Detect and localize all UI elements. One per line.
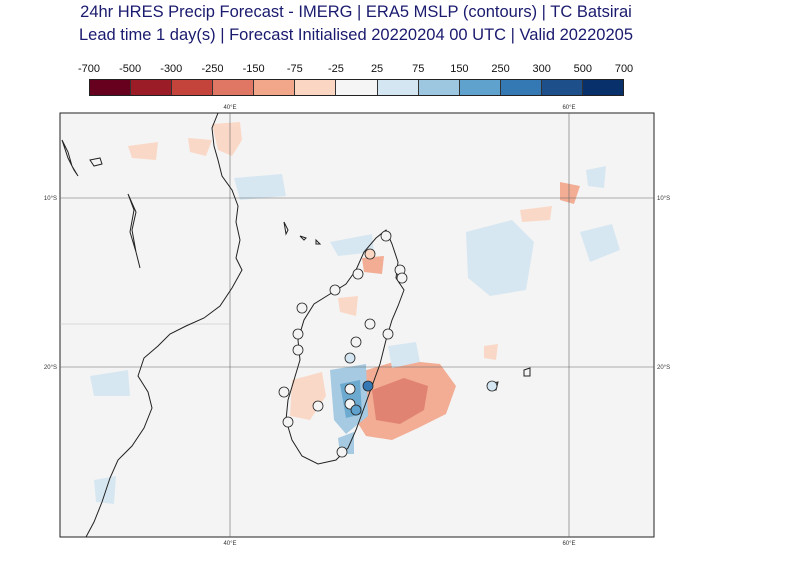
precip-blue-patch <box>330 234 374 256</box>
lake-tanganyika <box>61 139 79 177</box>
station-marker <box>364 318 376 330</box>
colorbar-swatch <box>90 80 132 95</box>
map-gridlines <box>60 113 654 537</box>
lon-label-bottom-40E: 40°E <box>223 541 236 547</box>
station-marker <box>350 404 362 416</box>
colorbar-tick-label: -25 <box>327 63 344 75</box>
colorbar-tick-label: -500 <box>119 63 142 75</box>
station-marker <box>336 446 348 458</box>
station-marker <box>364 248 376 260</box>
lat-label-right-10S: 10°S <box>657 196 670 202</box>
colorbar-swatch <box>459 80 501 95</box>
lon-label-top-60E: 60°E <box>562 105 575 111</box>
lon-label-top-40E: 40°E <box>223 105 236 111</box>
comoros-island <box>299 235 307 241</box>
precip-red-patch <box>520 206 552 222</box>
precip-blue-patch <box>586 166 606 188</box>
colorbar-tick-label: 700 <box>614 63 634 75</box>
station-marker <box>278 386 290 398</box>
colorbar-swatch <box>213 80 255 95</box>
station-marker <box>292 344 304 356</box>
colorbar-swatch <box>131 80 173 95</box>
precip-red-patch <box>188 138 212 156</box>
colorbar-tick-label: -300 <box>160 63 183 75</box>
precip-red-patch <box>362 256 384 274</box>
comoros-island <box>283 221 289 236</box>
station-marker <box>344 383 356 395</box>
colorbar-tick-label: 500 <box>573 63 593 75</box>
mauritius-island <box>523 367 531 377</box>
lon-label-bottom-60E: 60°E <box>562 541 575 547</box>
colorbar-swatch <box>541 80 583 95</box>
colorbar-tick-label: 75 <box>412 63 425 75</box>
colorbar-tick-label: -75 <box>286 63 303 75</box>
station-marker <box>329 284 341 296</box>
colorbar-swatch <box>336 80 378 95</box>
colorbar-swatch <box>377 80 419 95</box>
map-frame <box>59 112 655 538</box>
station-marker <box>382 328 394 340</box>
precip-red-patch <box>338 296 358 316</box>
lat-label-left-20S: 20°S <box>44 365 57 371</box>
colorbar <box>89 79 624 96</box>
colorbar-tick-label: 300 <box>532 63 551 75</box>
lake-victoria-edge <box>89 157 103 167</box>
precip-blue-patch <box>580 224 620 262</box>
station-marker <box>344 352 356 364</box>
chart-title-line1: 24hr HRES Precip Forecast - IMERG | ERA5… <box>80 3 632 21</box>
precip-blue-patch <box>90 370 130 396</box>
colorbar-swatch <box>582 80 624 95</box>
colorbar-tick-label: 25 <box>370 63 384 75</box>
colorbar-tick-label: -250 <box>201 63 224 75</box>
station-marker <box>350 336 362 348</box>
colorbar-tick-label: 150 <box>450 63 469 75</box>
station-marker <box>312 400 324 412</box>
station-marker <box>352 268 364 280</box>
precip-red-patch <box>560 182 580 204</box>
station-marker <box>292 328 304 340</box>
station-marker <box>282 416 294 428</box>
station-marker <box>362 380 374 392</box>
colorbar-swatch <box>254 80 296 95</box>
lake-malawi <box>127 193 141 269</box>
colorbar-swatch <box>418 80 460 95</box>
precip-blue-patch <box>234 174 286 200</box>
lat-label-right-20S: 20°S <box>657 365 670 371</box>
precip-red-core <box>372 378 428 424</box>
colorbar-tick-label: -150 <box>242 63 265 75</box>
colorbar-swatch <box>172 80 214 95</box>
precip-blue-patch <box>466 220 534 296</box>
station-marker <box>396 272 408 284</box>
comoros-island <box>315 238 322 245</box>
lat-label-left-10S: 10°S <box>44 196 57 202</box>
colorbar-swatch <box>295 80 337 95</box>
chart-title-line2: Lead time 1 day(s) | Forecast Initialise… <box>78 26 633 44</box>
precip-red-north <box>212 122 242 156</box>
africa-coastline <box>85 112 243 538</box>
precip-red-patch <box>484 344 498 360</box>
station-marker <box>296 302 308 314</box>
station-marker <box>380 230 392 242</box>
station-marker <box>486 380 498 392</box>
rain-gauge-stations <box>278 230 498 458</box>
colorbar-tick-label: 250 <box>491 63 510 75</box>
colorbar-tick-label: -700 <box>77 63 101 75</box>
precip-red-patch <box>128 142 158 160</box>
colorbar-swatch <box>500 80 542 95</box>
precip-blue-patch <box>94 476 116 504</box>
precip-blue-patch <box>388 342 420 368</box>
